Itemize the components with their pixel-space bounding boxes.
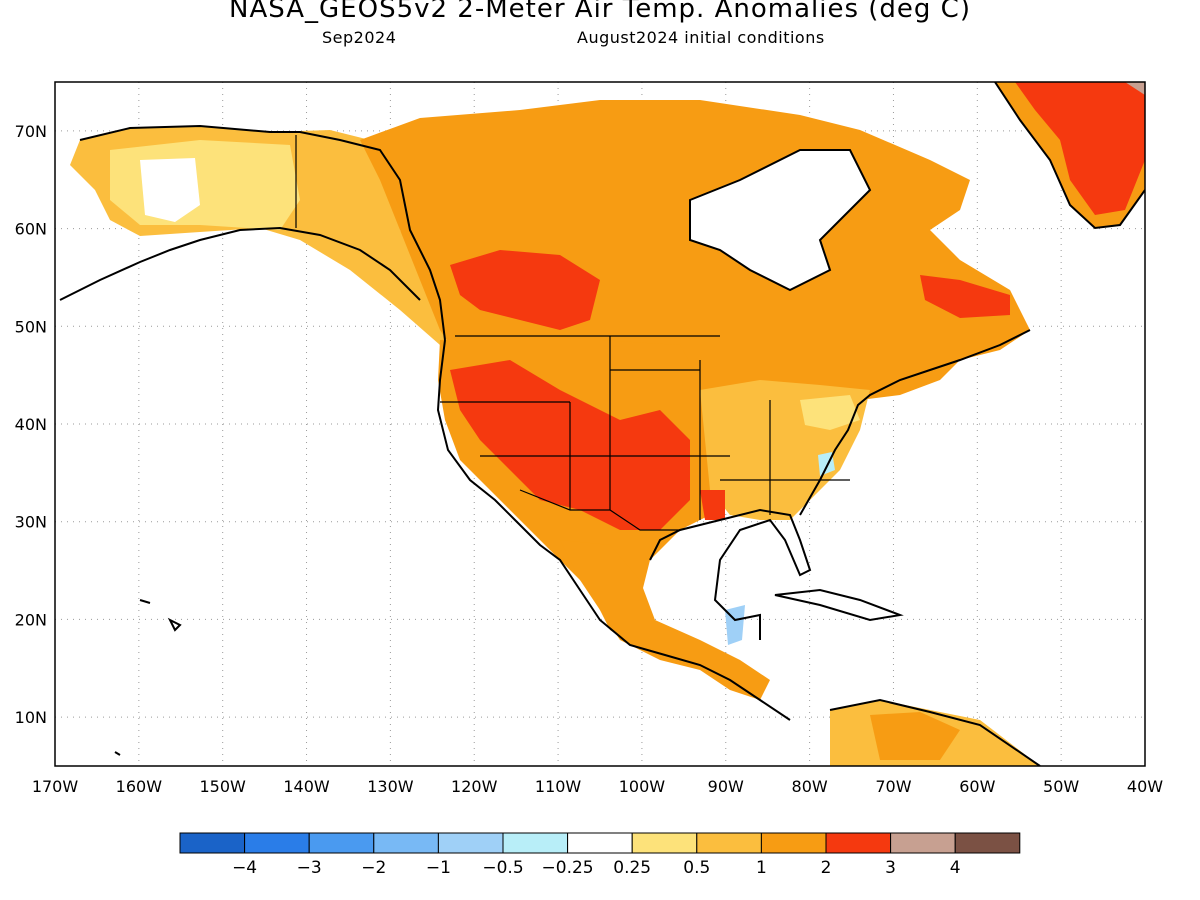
colorbar: −4 −3 −2 −1 −0.5 −0.25 0.25 0.5 1 2 3 4 [179,832,1021,878]
coast-atlantic [799,329,1031,516]
lon-tick-label: 70W [875,777,911,796]
lon-tick-label: 90W [708,777,744,796]
lon-tick-label: 50W [1043,777,1079,796]
colorbar-swatch [502,832,569,854]
map-title: NASA_GEOS5v2 2-Meter Air Temp. Anomalies… [229,0,971,24]
lat-tick-label: 30N [15,513,47,532]
coast-gulf [649,508,812,640]
political-borders [295,135,850,531]
lon-tick-label: 120W [451,777,498,796]
colorbar-swatch [567,832,633,854]
coast-hawaii [114,599,182,756]
colorbar-swatch [890,832,956,854]
anomaly-region-south-america-orange [870,712,960,760]
lon-tick-label: 60W [959,777,995,796]
lon-tick-label: 110W [535,777,582,796]
anomaly-shading [70,82,1145,766]
coast-south-america [829,698,1041,766]
colorbar-label: 4 [950,858,961,878]
lon-tick-label: 80W [792,777,828,796]
lat-tick-label: 10N [15,708,47,727]
coast-pacific-us [436,339,791,721]
valid-month-label: Sep2024 [322,28,397,47]
lat-tick-label: 20N [15,610,47,629]
colorbar-swatch [696,832,762,854]
lon-tick-label: 100W [619,777,666,796]
anomaly-region-alaska-white [140,158,200,222]
coast-alaska [59,124,446,341]
lon-tick-label: 160W [116,777,163,796]
colorbar-swatch [179,832,246,854]
anomaly-region-mexico [560,540,770,700]
lon-tick-label: 40W [1127,777,1163,796]
anomaly-region-gulf-red [700,490,725,520]
colorbar-label: 2 [821,858,832,878]
coast-greenland [994,82,1145,230]
anomaly-region-labrador-red [920,275,1010,318]
colorbar-label: −4 [232,858,257,878]
colorbar-label: −1 [426,858,451,878]
lat-tick-label: 50N [15,317,47,336]
lat-tick-label: 40N [15,415,47,434]
lat-tick-label: 60N [15,220,47,239]
colorbar-swatch [631,832,698,854]
colorbar-swatch [308,832,375,854]
axis-ticks: 170W 160W 150W 140W 130W 120W 110W 100W 90W 80W 70… [15,122,1164,796]
colorbar-swatch [760,832,827,854]
init-conditions-label: August2024 initial conditions [577,28,825,47]
anomaly-region-yucatan-blue [725,605,745,645]
colorbar-label: −3 [297,858,322,878]
lat-tick-label: 70N [15,122,47,141]
coast-hudson [689,149,872,292]
lon-tick-label: 150W [200,777,247,796]
anomaly-region-canada-red [450,250,600,330]
colorbar-label: 0.25 [613,858,651,878]
colorbar-swatch [373,832,439,854]
colorbar-label: 0.5 [683,858,710,878]
colorbar-label: −0.25 [542,858,594,878]
lon-tick-label: 140W [283,777,330,796]
anomaly-region-greenland-red [1015,82,1145,215]
colorbar-label: 3 [885,858,896,878]
colorbar-label: −0.5 [482,858,523,878]
coastlines [59,82,1145,766]
colorbar-swatch [825,832,892,854]
anomaly-region-east-us-yellow [800,395,860,430]
colorbar-swatch [244,832,310,854]
colorbar-label: 1 [756,858,767,878]
colorbar-swatch [437,832,504,854]
anomaly-region-greenland-brown [1125,82,1145,95]
colorbar-swatch [954,832,1021,854]
map-frame [54,81,1146,767]
lon-tick-label: 130W [367,777,414,796]
lon-tick-label: 170W [32,777,79,796]
anomaly-region-alaska-yellow [110,140,300,230]
colorbar-label: −2 [361,858,386,878]
coast-cuba [774,588,904,622]
